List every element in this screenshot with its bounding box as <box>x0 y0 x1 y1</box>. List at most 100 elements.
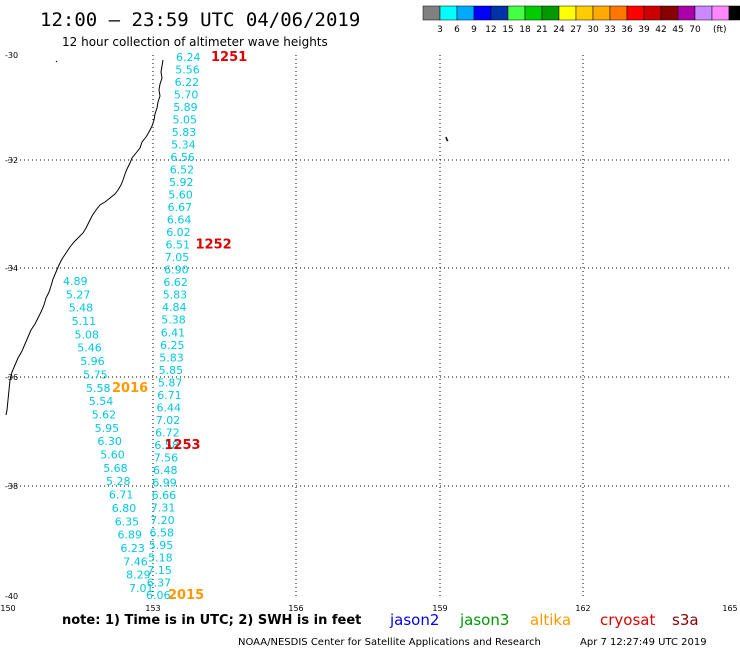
legend-entry-cryosat: cryosat <box>600 611 655 629</box>
wave-height-value: 6.67 <box>168 201 193 214</box>
colorbar-swatch <box>677 5 696 21</box>
footer-note: note: 1) Time is in UTC; 2) SWH is in fe… <box>62 613 361 628</box>
wave-height-value: 5.18 <box>148 552 173 565</box>
wave-height-value: 6.51 <box>166 239 191 252</box>
wave-height-value: 5.89 <box>173 101 198 114</box>
colorbar-label: 45 <box>672 25 683 35</box>
wave-height-value: 4.89 <box>63 275 88 288</box>
wave-height-value: 5.48 <box>69 302 94 315</box>
colorbar-swatch <box>643 5 662 21</box>
wave-height-value: 6.37 <box>147 577 172 590</box>
wave-height-value: 5.60 <box>100 449 125 462</box>
colorbar-label: 42 <box>655 25 666 35</box>
wave-height-value: 5.08 <box>75 328 100 341</box>
colorbar-label: 18 <box>519 25 531 35</box>
wave-height-value: 5.83 <box>172 126 197 139</box>
longitude-label: 153 <box>145 604 160 613</box>
wave-height-value: 6.71 <box>109 489 133 502</box>
wave-height-value: 5.96 <box>80 355 105 368</box>
longitude-label: 159 <box>432 604 447 613</box>
wave-height-value: 6.56 <box>170 151 195 164</box>
latitude-label: -30 <box>5 51 18 60</box>
colorbar-label: 70 <box>689 25 701 35</box>
wave-height-value: 7.46 <box>123 555 148 568</box>
colorbar-label: 39 <box>638 25 650 35</box>
legend-entry-jason2: jason2 <box>389 611 439 629</box>
colorbar-swatch <box>524 5 543 21</box>
coastline-island-north <box>445 136 449 142</box>
wave-height-value: 6.41 <box>161 326 186 339</box>
colorbar-swatch <box>439 5 458 21</box>
pass-label: 1251 <box>211 50 247 65</box>
wave-height-value: 7.15 <box>147 564 172 577</box>
colorbar-label: 21 <box>536 25 547 35</box>
wave-height-value: 6.58 <box>154 439 179 452</box>
wave-height-value: 5.83 <box>159 351 184 364</box>
longitude-label: 165 <box>722 604 737 613</box>
pass-label: 1253 <box>164 438 200 453</box>
wave-height-value: 6.66 <box>152 489 177 502</box>
latitude-label: -34 <box>5 264 18 273</box>
latitude-label: -36 <box>5 373 18 382</box>
colorbar-swatch <box>422 5 441 21</box>
colorbar-swatch <box>728 5 740 21</box>
longitude-label: 156 <box>288 604 303 613</box>
colorbar-label: 3 <box>437 25 443 35</box>
wave-height-value: 6.02 <box>166 226 191 239</box>
latitude-label: -38 <box>5 482 18 491</box>
colorbar-unit: (ft) <box>713 25 727 35</box>
pass-label: 1252 <box>196 238 232 253</box>
wave-height-value: 5.87 <box>158 376 183 389</box>
footer-timestamp: Apr 7 12:27:49 UTC 2019 <box>580 637 707 648</box>
wave-height-value: 6.52 <box>170 164 195 177</box>
wave-height-value: 6.22 <box>175 76 200 89</box>
colorbar-swatch <box>558 5 577 21</box>
wave-height-value: 5.58 <box>86 382 111 395</box>
wave-height-value: 6.24 <box>176 51 201 64</box>
colorbar-label: 36 <box>621 25 633 35</box>
colorbar-swatch <box>456 5 475 21</box>
pass-label: 2015 <box>168 588 204 603</box>
satellite-legend: jason2 jason3 altika cryosat s3a <box>389 611 699 629</box>
wave-height-value: 5.05 <box>173 114 198 127</box>
colorbar-label: 12 <box>485 25 496 35</box>
wave-height-value: 6.90 <box>164 264 189 277</box>
colorbar-swatch <box>626 5 645 21</box>
wave-height-value: 5.95 <box>149 539 174 552</box>
wave-height-value: 6.30 <box>97 435 122 448</box>
wave-height-value: 6.23 <box>120 542 144 555</box>
altimeter-tracks: 6.245.566.225.705.895.055.835.346.566.52… <box>63 50 247 603</box>
coastline-marker <box>55 60 58 63</box>
colorbar: 3 6 9 12 15 18 21 24 27 30 33 36 39 42 45 70 <box>422 5 740 35</box>
wave-height-value: 6.06 <box>146 589 171 602</box>
colorbar-label: 24 <box>553 25 565 35</box>
longitude-labels: 150 153 156 159 162 165 <box>0 604 737 613</box>
wave-height-value: 5.28 <box>106 475 131 488</box>
colorbar-swatch <box>575 5 594 21</box>
latitude-label: -32 <box>5 156 18 165</box>
colorbar-label: 30 <box>587 25 599 35</box>
wave-height-value: 5.83 <box>163 289 188 302</box>
colorbar-swatch <box>473 5 492 21</box>
colorbar-label: 15 <box>502 25 513 35</box>
colorbar-swatch <box>694 5 713 21</box>
wave-height-value: 8.29 <box>126 569 151 582</box>
wave-height-value: 5.92 <box>169 176 194 189</box>
latitude-labels: -30 -32 -34 -36 -38 -40 <box>5 51 18 601</box>
wave-height-value: 5.85 <box>159 364 184 377</box>
colorbar-label: 33 <box>604 25 615 35</box>
legend-entry-s3a: s3a <box>672 611 699 629</box>
wave-height-value: 5.27 <box>66 288 91 301</box>
wave-height-value: 7.01 <box>129 582 154 595</box>
pass-label: 2016 <box>112 381 148 396</box>
wave-height-value: 6.89 <box>118 529 143 542</box>
wave-height-value: 5.70 <box>174 89 199 102</box>
colorbar-swatch <box>507 5 526 21</box>
wave-height-value: 7.05 <box>165 251 190 264</box>
legend-entry-altika: altika <box>530 611 571 629</box>
wave-height-value: 5.11 <box>72 315 97 328</box>
colorbar-label: 27 <box>570 25 581 35</box>
latitude-label: -40 <box>5 592 18 601</box>
wave-height-value: 4.84 <box>162 301 187 314</box>
